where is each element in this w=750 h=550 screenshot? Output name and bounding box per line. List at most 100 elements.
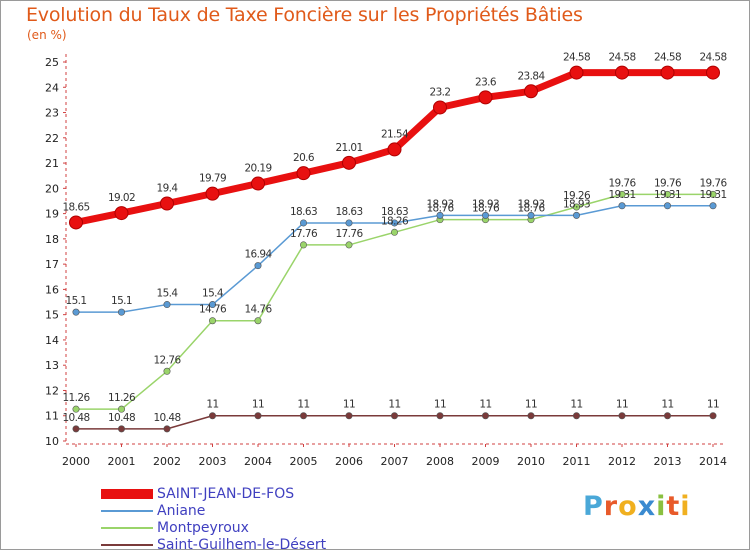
data-point [481, 412, 489, 420]
data-point [72, 308, 80, 316]
data-point [572, 211, 580, 219]
x-tick-label: 2009 [472, 455, 500, 468]
data-point [254, 262, 262, 270]
data-label: 11 [206, 399, 218, 411]
legend-swatch [101, 526, 153, 529]
data-point [209, 301, 217, 309]
data-label: 14.76 [199, 304, 227, 316]
y-tick-label: 25 [45, 56, 59, 69]
data-label: 16.94 [244, 249, 272, 261]
data-label: 11 [479, 399, 491, 411]
x-tick-label: 2012 [608, 455, 636, 468]
data-point [390, 219, 398, 227]
data-label: 11 [525, 399, 537, 411]
logo-letter: r [603, 491, 619, 522]
y-tick-label: 18 [45, 233, 59, 246]
y-tick-label: 14 [45, 334, 59, 347]
legend-swatch [101, 509, 153, 512]
data-label: 24.58 [608, 52, 635, 64]
data-point [709, 202, 717, 210]
data-point [663, 412, 671, 420]
data-point [527, 412, 535, 420]
data-label: 18.93 [517, 198, 544, 210]
data-label: 19.02 [108, 192, 135, 204]
data-label: 18.26 [381, 215, 409, 227]
data-label: 18.93 [563, 198, 590, 210]
data-label: 12.76 [153, 354, 181, 366]
data-label: 15.4 [202, 288, 224, 300]
y-tick-label: 11 [45, 410, 59, 423]
legend-swatch [101, 543, 153, 546]
series-aniane [72, 202, 717, 316]
data-label: 19.31 [699, 189, 726, 201]
data-point [296, 166, 311, 181]
data-label: 11 [252, 399, 264, 411]
data-label: 24.58 [563, 52, 590, 64]
data-point [342, 155, 356, 170]
data-point [254, 317, 262, 325]
series-layer [69, 65, 720, 433]
data-label: 11.26 [62, 392, 90, 404]
logo-letter: o [618, 491, 638, 522]
data-point [163, 301, 171, 309]
series-saint-jean-de-fos [69, 65, 720, 230]
data-label: 19.4 [157, 182, 179, 194]
data-point [160, 196, 174, 211]
data-point [618, 190, 626, 198]
data-label: 19.31 [608, 189, 635, 201]
data-label: 11 [343, 399, 355, 411]
logo-letter: P [583, 491, 604, 522]
x-tick-label: 2014 [699, 455, 727, 468]
data-label: 19.76 [699, 177, 727, 189]
y-tick-label: 20 [45, 182, 59, 195]
data-point [118, 425, 126, 433]
data-point [481, 211, 489, 219]
x-tick-label: 2004 [244, 455, 272, 468]
legend-label: Montpeyroux [157, 519, 249, 536]
data-point [618, 412, 626, 420]
data-point [163, 367, 171, 375]
data-label: 23.84 [517, 70, 545, 82]
data-label: 19.76 [654, 177, 682, 189]
data-label: 18.63 [381, 206, 408, 218]
x-tick-label: 2013 [654, 455, 682, 468]
data-point [709, 190, 717, 198]
data-point [433, 100, 447, 115]
data-label: 10.48 [108, 412, 135, 424]
data-point [345, 241, 353, 249]
data-point [436, 211, 444, 219]
data-label: 15.4 [157, 288, 179, 300]
data-label: 10.48 [62, 412, 89, 424]
y-tick-label: 22 [45, 132, 59, 145]
x-tick-label: 2011 [563, 455, 591, 468]
data-label: 24.58 [699, 52, 726, 64]
data-point [163, 425, 171, 433]
x-tick-label: 2001 [108, 455, 136, 468]
logo-letter: x [637, 491, 657, 522]
data-label: 18.76 [426, 203, 454, 215]
series-montpeyroux [72, 190, 717, 413]
data-point [69, 215, 83, 230]
data-label: 11 [616, 399, 628, 411]
data-label: 10.48 [153, 412, 180, 424]
data-label: 15.1 [111, 295, 132, 307]
data-point [478, 90, 493, 105]
data-point [524, 84, 538, 99]
data-point [436, 412, 444, 420]
data-label: 18.63 [335, 206, 362, 218]
data-label: 17.76 [290, 228, 318, 240]
y-tick-label: 12 [45, 384, 59, 397]
data-point [706, 65, 720, 80]
data-point [209, 412, 217, 420]
data-point [118, 308, 126, 316]
y-tick-label: 19 [45, 208, 59, 221]
data-label: 11 [707, 399, 719, 411]
logo-letter: t [666, 491, 681, 522]
data-label: 11.26 [108, 392, 136, 404]
data-labels: 18.65 19.02 19.4 19.79 20.19 20.6 21.01 21.54 23… [62, 52, 728, 424]
data-point [205, 186, 220, 201]
series-saint-guilhem-le-d-sert [72, 412, 717, 433]
data-point [663, 190, 671, 198]
data-point [345, 219, 353, 227]
